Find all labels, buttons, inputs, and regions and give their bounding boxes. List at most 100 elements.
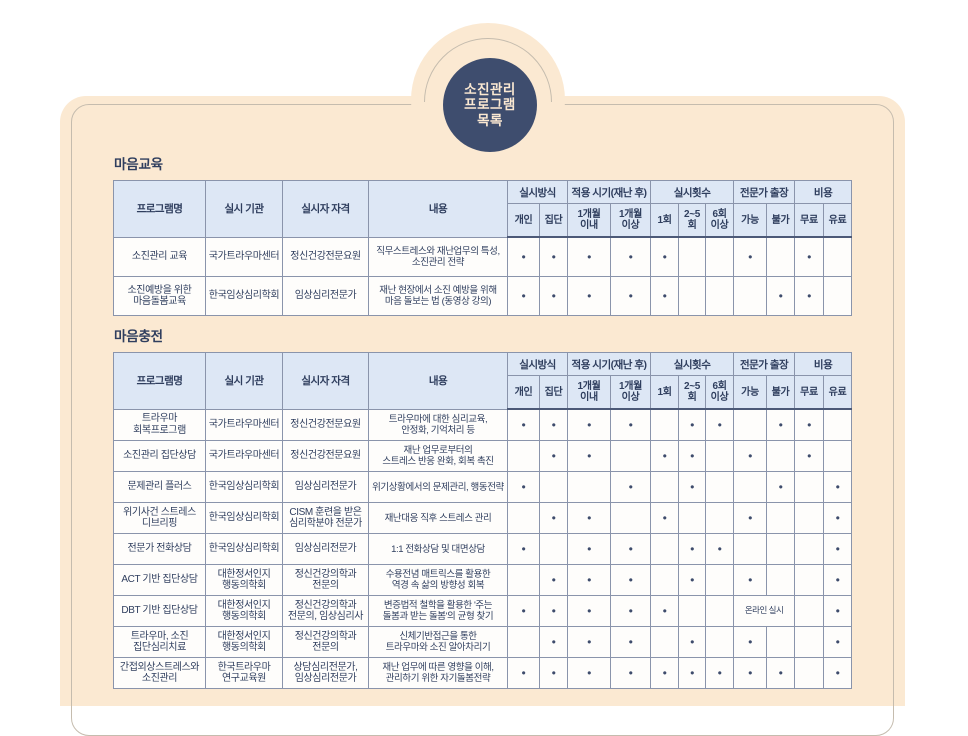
title-badge: 소진관리 프로그램 목록 xyxy=(443,58,537,152)
section-title: 마음교육 xyxy=(114,157,163,172)
cell-mark: ● xyxy=(610,595,652,627)
cell-mark: ● xyxy=(823,595,853,627)
cell-mark xyxy=(823,440,853,472)
cell-content: 재난 업무로부터의 스트레스 반응 완화, 회복 촉진 xyxy=(368,440,508,472)
cell-qualification: 정신건강의학과 전문의 xyxy=(282,626,369,658)
cell-mark xyxy=(650,626,680,658)
sub-header: 1개월 이상 xyxy=(610,203,652,238)
cell-mark: ● xyxy=(610,657,652,689)
cell-mark: ● xyxy=(507,471,540,503)
sub-header: 가능 xyxy=(733,375,768,410)
sub-header: 불가 xyxy=(766,203,796,238)
cell-mark xyxy=(650,471,680,503)
cell-qualification: 정신건강의학과 전문의 xyxy=(282,564,369,596)
sub-header: 6회 이상 xyxy=(705,375,735,410)
cell-mark: ● xyxy=(538,408,569,441)
cell-mark: ● xyxy=(733,236,768,277)
cell-content: 1:1 전화상담 및 대면상담 xyxy=(368,533,508,565)
cell-mark: ● xyxy=(538,564,569,596)
cell-mark xyxy=(766,440,796,472)
cell-program-name: 트라우마, 소진 집단심리치료 xyxy=(113,626,206,658)
cell-mark: ● xyxy=(567,533,612,565)
cell-mark xyxy=(733,276,768,316)
cell-mark: ● xyxy=(650,236,680,277)
group-header: 비용 xyxy=(794,352,853,376)
program-list-card: 소진관리 프로그램 목록 마음교육 프로그램명 실시 기관 실시자 자격 내용 실시방식… xyxy=(60,23,905,736)
sub-header: 1개월 이상 xyxy=(610,375,652,410)
cell-content: 신체기반접근을 통한 트라우마와 소진 알아차리기 xyxy=(368,626,508,658)
cell-content: 재난대응 직후 스트레스 관리 xyxy=(368,502,508,534)
cell-mark: ● xyxy=(507,236,540,277)
cell-content: 위기상황에서의 문제관리, 행동전략 xyxy=(368,471,508,503)
program-table-container: 프로그램명 실시 기관 실시자 자격 내용 실시방식 적용 시기(재난 후) 실시횟수 전문가… xyxy=(113,352,853,689)
cell-mark xyxy=(794,626,825,658)
badge-line-1: 소진관리 xyxy=(464,81,516,97)
table-row: 문제관리 플러스 한국임상심리학회 임상심리전문가 위기상황에서의 문제관리, 행동전… xyxy=(113,471,853,503)
cell-mark: ● xyxy=(610,471,652,503)
cell-mark: ● xyxy=(823,502,853,534)
cell-program-name: 전문가 전화상담 xyxy=(113,533,206,565)
cell-mark xyxy=(794,533,825,565)
section-title: 마음충전 xyxy=(114,329,163,344)
table-row: 전문가 전화상담 한국임상심리학회 임상심리전문가 1:1 전화상담 및 대면상담 ● ●… xyxy=(113,533,853,565)
cell-mark: ● xyxy=(610,626,652,658)
col-header-program: 프로그램명 xyxy=(113,352,206,410)
cell-organization: 대한정서인지 행동의학회 xyxy=(205,595,283,627)
cell-mark: ● xyxy=(766,276,796,316)
sub-header: 개인 xyxy=(507,203,540,238)
badge-line-2: 프로그램 xyxy=(464,97,516,113)
cell-mark: ● xyxy=(733,440,768,472)
cell-qualification: 임상심리전문가 xyxy=(282,533,369,565)
cell-mark: ● xyxy=(610,564,652,596)
cell-mark xyxy=(610,440,652,472)
cell-mark: ● xyxy=(507,408,540,441)
cell-mark xyxy=(794,657,825,689)
cell-mark: ● xyxy=(567,657,612,689)
cell-mark xyxy=(794,502,825,534)
group-header: 적용 시기(재난 후) xyxy=(567,180,652,204)
cell-visit-note: 온라인 실시 xyxy=(733,595,796,627)
cell-content: 트라우마에 대한 심리교육, 안정화, 기억처리 등 xyxy=(368,408,508,441)
cell-mark: ● xyxy=(705,408,735,441)
cell-mark: ● xyxy=(610,276,652,316)
cell-mark: ● xyxy=(678,471,707,503)
col-header-org: 실시 기관 xyxy=(205,352,283,410)
cell-program-name: 간접외상스트레스와 소진관리 xyxy=(113,657,206,689)
cell-qualification: 정신건강전문요원 xyxy=(282,440,369,472)
cell-organization: 국가트라우마센터 xyxy=(205,236,283,277)
cell-mark xyxy=(823,236,853,277)
cell-mark: ● xyxy=(733,626,768,658)
cell-mark: ● xyxy=(678,408,707,441)
sub-header: 무료 xyxy=(794,375,825,410)
group-header: 전문가 출장 xyxy=(733,180,796,204)
cell-mark: ● xyxy=(507,276,540,316)
cell-mark xyxy=(705,595,735,627)
cell-mark: ● xyxy=(538,236,569,277)
col-header-qual: 실시자 자격 xyxy=(282,180,369,238)
cell-mark: ● xyxy=(823,626,853,658)
cell-content: 수용전념 매트릭스를 활용한 역경 속 삶의 방향성 회복 xyxy=(368,564,508,596)
cell-mark: ● xyxy=(538,657,569,689)
cell-mark: ● xyxy=(794,440,825,472)
cell-program-name: 위기사건 스트레스 디브리핑 xyxy=(113,502,206,534)
cell-organization: 대한정서인지 행동의학회 xyxy=(205,564,283,596)
group-header: 전문가 출장 xyxy=(733,352,796,376)
cell-mark: ● xyxy=(678,564,707,596)
sub-header: 1회 xyxy=(650,203,680,238)
group-header: 실시방식 xyxy=(506,180,569,204)
col-header-qual: 실시자 자격 xyxy=(282,352,369,410)
cell-mark: ● xyxy=(678,626,707,658)
cell-mark xyxy=(705,626,735,658)
cell-mark: ● xyxy=(794,276,825,316)
cell-mark xyxy=(766,502,796,534)
table-row: 소진관리 집단상담 국가트라우마센터 정신건강전문요원 재난 업무로부터의 스트레스 … xyxy=(113,440,853,472)
cell-content: 재난 현장에서 소진 예방을 위해 마음 돌보는 법 (동영상 강의) xyxy=(368,276,508,316)
cell-qualification: 정신건강의학과 전문의, 임상심리사 xyxy=(282,595,369,627)
cell-qualification: 임상심리전문가 xyxy=(282,276,369,316)
cell-mark xyxy=(705,236,735,277)
cell-mark xyxy=(766,564,796,596)
cell-mark xyxy=(705,502,735,534)
cell-mark: ● xyxy=(507,533,540,565)
sub-header: 유료 xyxy=(823,375,853,410)
cell-mark: ● xyxy=(567,626,612,658)
